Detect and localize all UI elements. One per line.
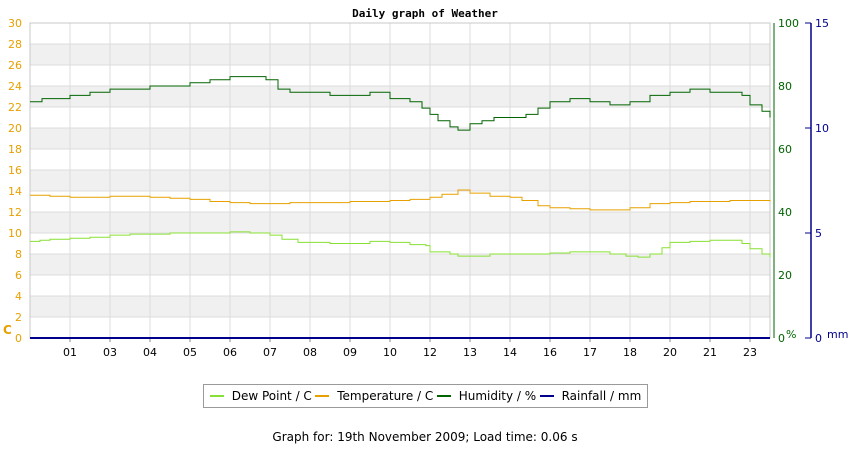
legend-item-dew-point: Dew Point / C	[209, 389, 312, 403]
left-tick-label: 8	[15, 248, 22, 261]
x-tick-label: 12	[423, 346, 437, 359]
legend-label-dew-point: Dew Point / C	[231, 389, 312, 403]
x-tick-label: 13	[463, 346, 477, 359]
right-axis-1-unit: %	[786, 328, 796, 341]
plot-band	[30, 275, 770, 296]
x-tick-label: 23	[743, 346, 757, 359]
x-tick-label: 20	[663, 346, 677, 359]
plot-band	[30, 191, 770, 212]
left-tick-label: 22	[8, 101, 22, 114]
right-2-tick-label: 10	[815, 122, 829, 135]
legend-swatch-rainfall	[539, 395, 554, 397]
left-tick-label: 6	[15, 269, 22, 282]
x-tick-label: 04	[143, 346, 157, 359]
plot-band	[30, 44, 770, 65]
legend-item-humidity: Humidity / %	[436, 389, 537, 403]
legend-label-temperature: Temperature / C	[337, 389, 434, 403]
left-tick-label: 14	[8, 185, 22, 198]
x-tick-label: 08	[303, 346, 317, 359]
right-1-tick-label: 20	[778, 269, 792, 282]
plot-band	[30, 86, 770, 107]
x-tick-label: 03	[103, 346, 117, 359]
plot-band	[30, 107, 770, 128]
plot-band	[30, 254, 770, 275]
plot-band	[30, 233, 770, 254]
x-tick-label: 17	[583, 346, 597, 359]
legend-label-humidity: Humidity / %	[458, 389, 537, 403]
x-tick-label: 05	[183, 346, 197, 359]
chart-footer: Graph for: 19th November 2009; Load time…	[272, 430, 578, 444]
left-tick-label: 10	[8, 227, 22, 240]
left-tick-label: 18	[8, 143, 22, 156]
plot-band	[30, 317, 770, 338]
legend-swatch-temperature	[315, 395, 330, 397]
left-axis-unit: C	[3, 323, 12, 337]
right-1-tick-label: 0	[778, 332, 785, 345]
plot-band	[30, 23, 770, 44]
legend-swatch-humidity	[436, 395, 451, 397]
left-tick-label: 28	[8, 38, 22, 51]
right-2-tick-label: 15	[815, 17, 829, 30]
left-tick-label: 20	[8, 122, 22, 135]
x-tick-label: 01	[63, 346, 77, 359]
plot-band	[30, 149, 770, 170]
series-line-dew-point	[30, 231, 771, 258]
chart-legend: Dew Point / C Temperature / C Humidity /…	[203, 384, 648, 408]
x-tick-label: 18	[623, 346, 637, 359]
legend-item-temperature: Temperature / C	[315, 389, 433, 403]
right-1-tick-label: 80	[778, 80, 792, 93]
right-1-tick-label: 100	[778, 17, 799, 30]
x-tick-label: 07	[263, 346, 277, 359]
left-tick-label: 12	[8, 206, 22, 219]
x-tick-label: 16	[543, 346, 557, 359]
left-tick-label: 2	[15, 311, 22, 324]
x-tick-label: 14	[503, 346, 517, 359]
left-tick-label: 0	[15, 332, 22, 345]
right-1-tick-label: 60	[778, 143, 792, 156]
left-tick-label: 24	[8, 80, 22, 93]
plot-band	[30, 212, 770, 233]
series-line-temperature	[30, 189, 771, 211]
legend-item-rainfall: Rainfall / mm	[539, 389, 642, 403]
plot-band	[30, 170, 770, 191]
left-tick-label: 16	[8, 164, 22, 177]
legend-label-rainfall: Rainfall / mm	[561, 389, 642, 403]
right-2-tick-label: 5	[815, 227, 822, 240]
right-1-tick-label: 40	[778, 206, 792, 219]
plot-band	[30, 296, 770, 317]
plot-band	[30, 128, 770, 149]
x-tick-label: 09	[343, 346, 357, 359]
legend-swatch-dew-point	[209, 395, 224, 397]
x-tick-label: 06	[223, 346, 237, 359]
right-axis-2-unit: mm	[827, 328, 848, 341]
plot-band	[30, 65, 770, 86]
chart-title: Daily graph of Weather	[352, 7, 498, 20]
left-tick-label: 30	[8, 17, 22, 30]
left-tick-label: 4	[15, 290, 22, 303]
left-tick-label: 26	[8, 59, 22, 72]
x-tick-label: 21	[703, 346, 717, 359]
series-line-humidity	[30, 76, 771, 131]
right-2-tick-label: 0	[815, 332, 822, 345]
x-tick-label: 10	[383, 346, 397, 359]
